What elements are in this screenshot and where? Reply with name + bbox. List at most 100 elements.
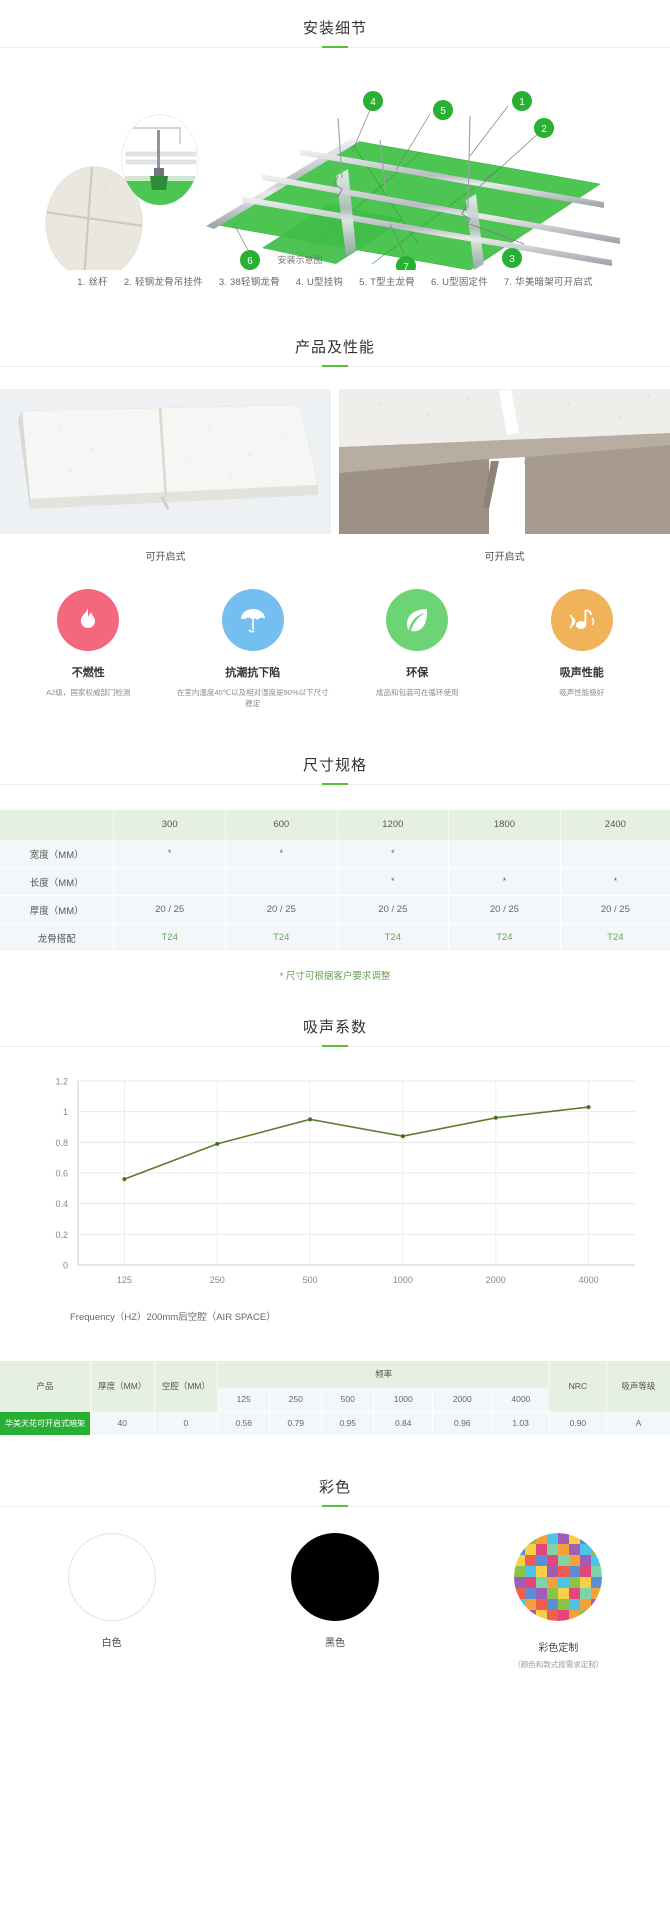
chart-ytick: 1: [63, 1107, 68, 1117]
absorption-section: 吸声系数 0 0.2 0.4 0.6 0.8 1 1.2 125 250 500 1000 2000 4…: [0, 982, 670, 1436]
diagram-caption: 安装示意图: [277, 254, 322, 265]
feature-desc: 吸声性能极好: [559, 688, 605, 697]
connector-closeup: [121, 114, 199, 206]
color-subtitle: （颜色和款式按需求定制）: [513, 1660, 604, 1669]
chart-data-point: [400, 1134, 405, 1139]
table-row: 宽度（MM） * * *: [0, 839, 670, 868]
title-underline: [0, 47, 670, 48]
spec-col-blank: [0, 809, 115, 840]
color-section-title: 彩色: [318, 1479, 351, 1496]
chart-ytick: 1.2: [55, 1077, 68, 1087]
nrc-coef-cell: 0.95: [321, 1411, 375, 1436]
chart-xtick: 250: [210, 1275, 225, 1285]
product-section-title: 产品及性能: [294, 339, 375, 356]
nrc-coef-cell: 0.96: [432, 1411, 493, 1436]
feature-desc: A2级，国家权威部门检测: [46, 688, 131, 697]
spec-col-600: 600: [225, 809, 338, 840]
nrc-grade-value: A: [606, 1411, 670, 1436]
spec-cell: *: [448, 867, 561, 896]
install-section: 安装细节: [0, 0, 670, 288]
callout-5: 5: [440, 106, 446, 117]
spec-col-2400: 2400: [560, 809, 670, 840]
spec-cell: 20 / 25: [448, 895, 561, 924]
photo-caption-2: 可开启式: [484, 552, 525, 563]
feature-item-acoustic: 吸声性能 吸声性能极好: [500, 589, 665, 710]
nrc-col-frequency: 频率: [217, 1361, 550, 1388]
size-spec-table: 300 600 1200 1800 2400 宽度（MM） * * * 长度（M…: [0, 809, 670, 952]
table-row: 长度（MM） * * *: [0, 867, 670, 896]
spec-cell: 20 / 25: [225, 895, 338, 924]
legend-item-7: 7. 华美暗架可开启式: [503, 277, 593, 288]
spec-cell: [448, 839, 561, 868]
absorption-data-table: 产品 厚度（MM） 空腔（MM） 频率 NRC 吸声等级 125 250 500…: [0, 1361, 670, 1436]
nrc-value: 0.90: [549, 1411, 607, 1436]
feature-name: 吸声性能: [559, 667, 604, 679]
color-option-black[interactable]: 黑色: [223, 1533, 446, 1670]
title-underline: [0, 1506, 670, 1507]
color-name: 白色: [101, 1638, 122, 1649]
callout-1: 1: [519, 97, 525, 108]
nrc-freq-cell: 4000: [491, 1387, 550, 1412]
chart-data-point: [493, 1115, 498, 1120]
nrc-freq-cell: 125: [217, 1387, 271, 1412]
title-underline: [0, 366, 670, 367]
feature-item-moisture: 抗潮抗下陷 在室内温度40℃以及相对湿度是90%以下尺寸稳定: [171, 589, 336, 710]
feature-item-eco: 环保 成品和包装可在循环使用: [335, 589, 500, 710]
absorption-section-header: 吸声系数: [0, 1016, 670, 1047]
color-name: 黑色: [324, 1638, 345, 1649]
chart-ytick: 0.8: [55, 1138, 68, 1148]
feature-name: 抗潮抗下陷: [225, 667, 281, 679]
table-header-row: 产品 厚度（MM） 空腔（MM） 频率 NRC 吸声等级: [0, 1361, 670, 1412]
spec-cell: *: [560, 867, 670, 896]
spec-row-label: 宽度（MM）: [0, 839, 115, 868]
chart-xtick: 4000: [579, 1275, 599, 1285]
spec-col-1800: 1800: [448, 809, 561, 840]
spec-cell: T24: [225, 923, 338, 952]
legend-item-5: 5. T型主龙骨: [359, 277, 415, 288]
nrc-freq-cell: 250: [269, 1387, 323, 1412]
legend-item-1: 1. 丝杆: [77, 277, 108, 288]
legend-item-4: 4. U型挂钩: [295, 277, 344, 288]
size-section-title: 尺寸规格: [302, 756, 367, 774]
absorption-section-title: 吸声系数: [302, 1019, 367, 1036]
spec-cell: *: [337, 839, 450, 868]
feature-item-fire: 不燃性 A2级，国家权威部门检测: [6, 589, 171, 710]
color-name: 彩色定制: [538, 1643, 579, 1654]
flame-icon-circle: [57, 589, 120, 651]
chart-ytick: 0: [63, 1261, 68, 1271]
nrc-col-thickness: 厚度（MM）: [90, 1361, 155, 1412]
table-row: 厚度（MM） 20 / 25 20 / 25 20 / 25 20 / 25 2…: [0, 895, 670, 924]
spec-cell: *: [113, 839, 226, 868]
table-header-row-2: 125 250 500 1000 2000 4000: [0, 1387, 670, 1412]
spec-table-note: * 尺寸可根据客户要求调整: [279, 971, 391, 982]
chart-xlabel: Frequency（HZ）200mm后空腔（AIR SPACE）: [70, 1312, 276, 1323]
color-section-header: 彩色: [0, 1476, 670, 1507]
color-options: 白色 黑色: [0, 1507, 670, 1670]
nrc-freq-cell: 500: [321, 1387, 375, 1412]
spec-cell: 20 / 25: [337, 895, 450, 924]
nrc-col-nrc: NRC: [549, 1361, 607, 1412]
black-swatch[interactable]: [290, 1533, 379, 1621]
photo-card-1: 可开启式: [0, 389, 331, 563]
nrc-product-name: 华美天花可开启式暗架: [0, 1411, 91, 1436]
chart-xtick: 125: [117, 1275, 132, 1285]
custom-swatch[interactable]: [514, 1533, 603, 1621]
nrc-coef-cell: 0.84: [373, 1411, 434, 1436]
table-row: 华美天花可开启式暗架 40 0 0.56 0.79 0.95 0.84 0.96…: [0, 1411, 670, 1436]
size-section-header: 尺寸规格: [0, 754, 670, 785]
color-option-custom[interactable]: 彩色定制 （颜色和款式按需求定制）: [447, 1533, 670, 1670]
nrc-freq-cell: 1000: [373, 1387, 434, 1412]
spec-cell: T24: [560, 923, 670, 952]
nrc-col-grade: 吸声等级: [606, 1361, 670, 1412]
product-section: 产品及性能 可: [0, 288, 670, 710]
color-option-white[interactable]: 白色: [0, 1533, 223, 1670]
chart-data-point: [215, 1141, 220, 1146]
feature-desc: 在室内温度40℃以及相对湿度是90%以下尺寸稳定: [176, 688, 329, 709]
white-swatch[interactable]: [67, 1533, 156, 1621]
legend-item-6: 6. U型固定件: [430, 277, 488, 288]
spec-cell: 20 / 25: [113, 895, 226, 924]
absorption-line-chart: 0 0.2 0.4 0.6 0.8 1 1.2 125 250 500 1000 2000 4000: [55, 1077, 635, 1285]
install-section-header: 安装细节: [0, 17, 670, 48]
spec-col-300: 300: [113, 809, 226, 840]
callout-2: 2: [541, 124, 547, 135]
